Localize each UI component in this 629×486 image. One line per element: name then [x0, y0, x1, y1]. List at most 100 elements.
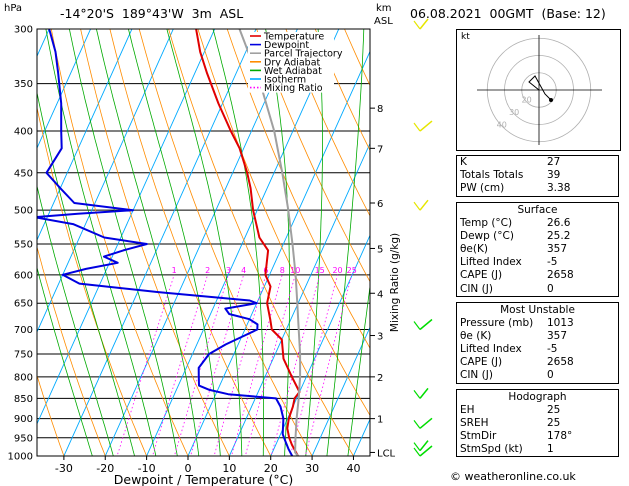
index-value: 357	[547, 329, 568, 342]
wind-barb-flag	[413, 20, 421, 30]
wet-adiabat-line	[95, 29, 200, 456]
index-value: 2658	[547, 269, 574, 282]
mixing-ratio-tick-label: 2	[205, 266, 210, 275]
dry-adiabat-line	[197, 29, 370, 417]
wind-barb-staff	[419, 417, 433, 429]
wet-adiabat-line	[37, 184, 114, 456]
mixing-ratio-tick-label: 8	[280, 266, 285, 275]
index-row: Lifted Index -5	[457, 256, 618, 269]
indices-table: K 27 Totals Totals 39 PW (cm) 3.38 Surface Te…	[456, 155, 619, 462]
index-name: PW (cm)	[460, 182, 505, 195]
index-name: EH	[460, 403, 475, 416]
wind-barb-staff	[419, 440, 429, 452]
wet-adiabat-line	[45, 29, 157, 456]
index-row: SREH 25	[457, 417, 618, 430]
index-name: Lifted Index	[460, 256, 522, 269]
dry-adiabat-line	[50, 29, 189, 456]
hodograph-ring-label: 40	[497, 120, 507, 129]
index-row: EH 25	[457, 404, 618, 417]
km-tick-label: 5	[377, 244, 383, 255]
mixing-ratio-line	[190, 274, 244, 456]
index-value: 25	[547, 403, 561, 416]
index-row: θe (K) 357	[457, 330, 618, 343]
chart-axes: 3003504004505005506006507007508008509009…	[8, 25, 401, 486]
legend-bg	[248, 32, 334, 41]
wind-barb	[413, 440, 429, 452]
legend-label: Dry Adiabat	[264, 57, 321, 68]
series-line-temperature	[195, 29, 301, 456]
isotherm-line	[311, 326, 370, 456]
index-value: -5	[547, 256, 558, 269]
km-tick-label: 6	[377, 199, 383, 210]
wind-barb-flag	[413, 321, 421, 330]
wind-barb-flag	[413, 419, 421, 429]
km-tick-label: LCL	[377, 448, 396, 459]
km-tick-label: 7	[377, 144, 383, 155]
basic-indices: K 27 Totals Totals 39 PW (cm) 3.38	[456, 155, 619, 197]
mixing-ratio-line	[231, 274, 283, 456]
index-row: PW (cm) 3.38	[457, 182, 618, 195]
dry-adiabat-line	[256, 29, 370, 283]
km-tick-label: 3	[377, 332, 383, 343]
dry-adiabat-line	[226, 29, 370, 349]
index-name: θe (K)	[460, 329, 492, 342]
pressure-tick-label: 1000	[8, 452, 33, 463]
index-name: Pressure (mb)	[460, 316, 534, 329]
wet-adiabat-line	[166, 29, 243, 456]
isotherm-line	[228, 142, 370, 456]
isotherm-line	[37, 29, 50, 58]
wind-barb-staff	[419, 18, 429, 30]
mixing-ratio-line	[152, 274, 208, 456]
plot-frame	[36, 28, 371, 457]
surface-indices: Surface Temp (°C) 26.6 Dewp (°C) 25.2 θe(K) 3…	[456, 201, 619, 297]
index-row: StmSpd (kt) 1	[457, 443, 618, 456]
dry-adiabat-line	[37, 245, 106, 456]
location-label: -14°20'S 189°43'W 3m ASL	[60, 6, 244, 21]
hodograph-ring-label: 30	[509, 108, 519, 117]
pressure-tick-label: 900	[14, 414, 33, 425]
index-name: Lifted Index	[460, 343, 522, 356]
index-name: CIN (J)	[460, 369, 493, 382]
km-tick-label: 2	[377, 373, 383, 384]
isotherm-line	[187, 50, 370, 456]
wet-adiabat-line	[212, 29, 265, 456]
wind-barb-staff	[419, 445, 433, 457]
wet-adiabat-line	[265, 29, 290, 456]
index-value: 0	[547, 282, 554, 295]
index-value: 178°	[547, 430, 573, 442]
index-name: CAPE (J)	[460, 356, 503, 369]
profile-curves	[37, 29, 302, 456]
index-row: CIN (J) 0	[457, 283, 618, 296]
mixing-ratio-tick-label: 20	[332, 266, 342, 275]
mixing-ratio-line	[270, 274, 321, 456]
legend-bg	[248, 83, 334, 93]
index-name: Temp (°C)	[460, 216, 513, 229]
wind-barb-staff	[419, 318, 433, 331]
pressure-tick-label: 850	[14, 394, 33, 405]
hodograph-ring-label: 20	[521, 95, 531, 104]
mixing-ratio-line	[244, 274, 296, 456]
pressure-tick-label: 350	[14, 79, 33, 90]
dry-adiabat-line	[37, 374, 65, 456]
index-value: 27	[547, 156, 561, 168]
asl-label: ASL	[374, 16, 393, 27]
dry-adiabat-line	[168, 29, 354, 456]
surface-title: Surface	[517, 203, 558, 216]
isotherm-line	[37, 29, 216, 425]
x-tick-label: 30	[305, 462, 319, 475]
wind-barb	[413, 417, 433, 429]
pressure-tick-label: 550	[14, 239, 33, 250]
pressure-tick-label: 500	[14, 206, 33, 217]
index-name: SREH	[460, 416, 489, 429]
index-row: θe(K) 357	[457, 243, 618, 256]
index-value: 357	[547, 242, 568, 255]
mixing-ratio-line	[213, 274, 267, 456]
x-tick-label: 0	[184, 462, 191, 475]
km-tick-label: 4	[377, 289, 383, 300]
mixing-ratio-tick-label: 1	[172, 266, 177, 275]
wind-barb	[413, 120, 433, 132]
mixing-ratio-tick-label: 4	[241, 266, 246, 275]
wind-barb-flag	[413, 447, 421, 457]
